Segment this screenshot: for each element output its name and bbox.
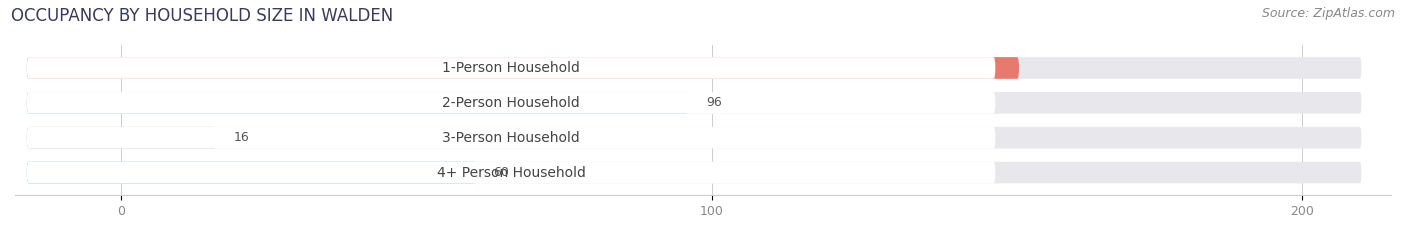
FancyBboxPatch shape bbox=[27, 162, 995, 183]
FancyBboxPatch shape bbox=[27, 162, 475, 183]
FancyBboxPatch shape bbox=[27, 57, 995, 79]
Text: OCCUPANCY BY HOUSEHOLD SIZE IN WALDEN: OCCUPANCY BY HOUSEHOLD SIZE IN WALDEN bbox=[11, 7, 394, 25]
FancyBboxPatch shape bbox=[27, 92, 1361, 114]
FancyBboxPatch shape bbox=[27, 162, 1361, 183]
FancyBboxPatch shape bbox=[27, 127, 215, 148]
Text: 2-Person Household: 2-Person Household bbox=[443, 96, 579, 110]
FancyBboxPatch shape bbox=[27, 127, 1361, 148]
Text: 3-Person Household: 3-Person Household bbox=[443, 131, 579, 145]
FancyBboxPatch shape bbox=[27, 57, 1019, 79]
Text: 4+ Person Household: 4+ Person Household bbox=[437, 166, 585, 180]
Text: 60: 60 bbox=[494, 166, 509, 179]
FancyBboxPatch shape bbox=[27, 57, 1361, 79]
Text: Source: ZipAtlas.com: Source: ZipAtlas.com bbox=[1261, 7, 1395, 20]
Text: 96: 96 bbox=[706, 96, 721, 109]
Text: 152: 152 bbox=[963, 62, 990, 75]
Text: 1-Person Household: 1-Person Household bbox=[441, 61, 581, 75]
FancyBboxPatch shape bbox=[27, 127, 995, 148]
FancyBboxPatch shape bbox=[27, 92, 995, 114]
FancyBboxPatch shape bbox=[27, 92, 688, 114]
Text: 16: 16 bbox=[233, 131, 249, 144]
